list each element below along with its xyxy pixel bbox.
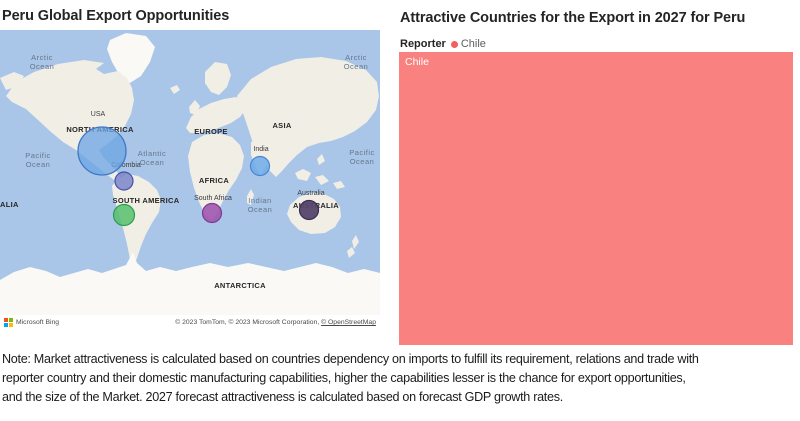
landmasses bbox=[0, 33, 380, 315]
continent-label: AFRICA bbox=[199, 176, 229, 185]
ocean-label: Ocean bbox=[248, 205, 273, 214]
legend-item-label: Chile bbox=[460, 38, 486, 50]
ocean-label: Atlantic bbox=[138, 149, 167, 158]
bubble-usa[interactable] bbox=[77, 126, 127, 176]
country-label: Australia bbox=[297, 190, 324, 197]
ocean-label: Ocean bbox=[26, 160, 51, 169]
ocean-label: Arctic bbox=[31, 53, 53, 62]
bing-logo-label: Microsoft Bing bbox=[16, 319, 60, 326]
ocean-label: Arctic bbox=[345, 53, 367, 62]
legend-item-chile[interactable]: Chile bbox=[450, 38, 486, 50]
ocean-label: Ocean bbox=[350, 157, 375, 166]
continent-label: EUROPE bbox=[194, 127, 227, 136]
ocean-label: Pacific bbox=[349, 148, 375, 157]
ocean-labels: Arctic Ocean Arctic Ocean Pacific Ocean … bbox=[25, 53, 375, 214]
ocean-label: Ocean bbox=[30, 62, 55, 71]
footnote-line: and the size of the Market. 2027 forecas… bbox=[2, 390, 563, 404]
continent-label-wrapped: ALIA bbox=[0, 200, 19, 209]
bubble-india[interactable] bbox=[249, 155, 271, 177]
continent-label: ANTARCTICA bbox=[214, 281, 266, 290]
country-label: South Africa bbox=[194, 195, 232, 202]
map-copyright-text: © 2023 TomTom, © 2023 Microsoft Corporat… bbox=[175, 319, 322, 326]
bubble-map[interactable]: Arctic Ocean Arctic Ocean Pacific Ocean … bbox=[0, 30, 380, 330]
legend-dot-icon bbox=[450, 40, 458, 48]
world-map-canvas[interactable]: Arctic Ocean Arctic Ocean Pacific Ocean … bbox=[0, 30, 380, 315]
bubble-colombia[interactable] bbox=[114, 171, 134, 191]
treemap-visual-title: Attractive Countries for the Export in 2… bbox=[400, 10, 746, 26]
map-bubbles bbox=[77, 126, 320, 227]
bubble-australia[interactable] bbox=[298, 199, 320, 221]
country-labels: USA Colombia India South Africa Australi… bbox=[91, 111, 325, 202]
treemap-tile-label: Chile bbox=[405, 56, 429, 68]
bubble-peru-chile[interactable] bbox=[112, 203, 136, 227]
treemap-legend: Reporter Chile bbox=[400, 37, 486, 51]
openstreetmap-link[interactable]: © OpenStreetMap bbox=[321, 319, 376, 326]
footnote-line: Note: Market attractiveness is calculate… bbox=[2, 352, 699, 366]
footnote: Note: Market attractiveness is calculate… bbox=[2, 350, 699, 407]
country-label: Colombia bbox=[111, 162, 141, 169]
ocean-label: Ocean bbox=[344, 62, 369, 71]
bubble-south-africa[interactable] bbox=[201, 202, 223, 224]
country-label: USA bbox=[91, 111, 106, 118]
map-visual-title: Peru Global Export Opportunities bbox=[2, 8, 230, 24]
country-label: India bbox=[253, 146, 268, 153]
ocean-label: Pacific bbox=[25, 151, 51, 160]
treemap-tile-chile[interactable]: Chile bbox=[399, 52, 793, 345]
continent-label: ASIA bbox=[272, 121, 291, 130]
map-attribution-bar: Microsoft Bing © 2023 TomTom, © 2023 Mic… bbox=[0, 315, 380, 330]
ocean-label: Ocean bbox=[140, 158, 165, 167]
footnote-line: reporter country and their domestic manu… bbox=[2, 371, 686, 385]
continent-label: SOUTH AMERICA bbox=[113, 196, 180, 205]
microsoft-logo-icon bbox=[4, 318, 13, 327]
ocean-label: Indian bbox=[248, 196, 271, 205]
legend-title: Reporter bbox=[400, 38, 446, 50]
